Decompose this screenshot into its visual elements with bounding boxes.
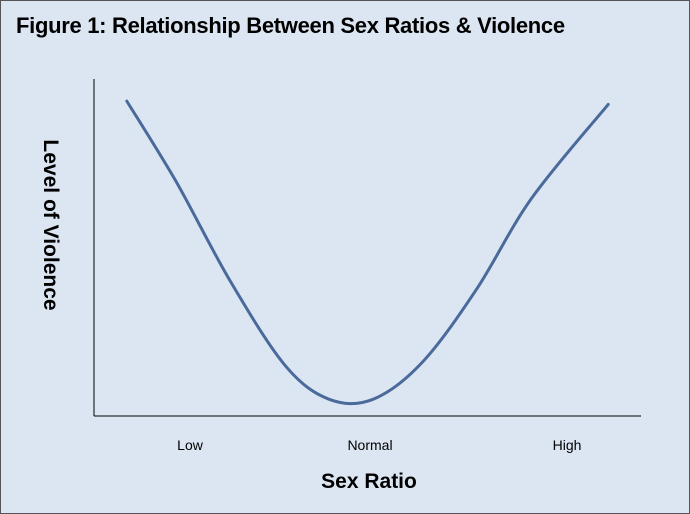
x-axis-label: Sex Ratio	[321, 470, 417, 493]
chart-title: Figure 1: Relationship Between Sex Ratio…	[16, 13, 565, 38]
series-points	[126, 100, 609, 400]
x-tick-label-low: Low	[177, 437, 204, 453]
x-tick-label-high: High	[553, 437, 582, 453]
x-tick-label-normal: Normal	[347, 437, 392, 453]
series-line	[125, 99, 610, 406]
